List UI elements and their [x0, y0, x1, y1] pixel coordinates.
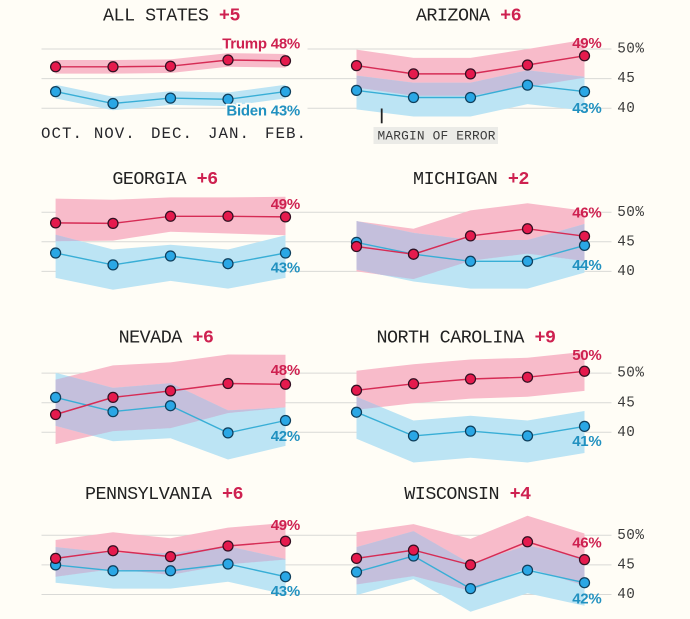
svg-text:43%: 43%: [271, 260, 300, 277]
svg-text:45: 45: [617, 71, 635, 87]
svg-text:46%: 46%: [572, 535, 601, 552]
svg-text:48%: 48%: [271, 362, 300, 379]
svg-text:43%: 43%: [271, 583, 300, 600]
svg-text:45: 45: [617, 558, 635, 574]
svg-text:Biden 43%: Biden 43%: [226, 103, 300, 120]
svg-text:DEC.: DEC.: [151, 125, 193, 143]
svg-text:NOV.: NOV.: [94, 125, 136, 143]
svg-text:50%: 50%: [572, 347, 601, 364]
svg-text:MARGIN OF ERROR: MARGIN OF ERROR: [378, 129, 496, 144]
svg-text:44%: 44%: [572, 257, 601, 274]
svg-text:NEVADA +6: NEVADA +6: [119, 328, 214, 349]
svg-text:49%: 49%: [271, 196, 300, 213]
svg-text:50%: 50%: [617, 366, 644, 382]
svg-text:45: 45: [617, 395, 635, 411]
svg-text:43%: 43%: [572, 100, 601, 117]
svg-text:40: 40: [617, 264, 635, 280]
svg-text:40: 40: [617, 101, 635, 117]
svg-text:ARIZONA +6: ARIZONA +6: [416, 6, 522, 27]
svg-text:NORTH CAROLINA +9: NORTH CAROLINA +9: [376, 328, 555, 349]
svg-text:45: 45: [617, 234, 635, 250]
svg-text:40: 40: [617, 587, 635, 603]
svg-text:50%: 50%: [617, 205, 644, 221]
svg-text:42%: 42%: [572, 591, 601, 608]
svg-text:50%: 50%: [617, 528, 644, 544]
svg-text:JAN.: JAN.: [208, 125, 250, 143]
svg-text:49%: 49%: [572, 35, 601, 52]
svg-text:50%: 50%: [617, 42, 644, 58]
svg-text:OCT.: OCT.: [41, 125, 83, 143]
svg-text:PENNSYLVANIA +6: PENNSYLVANIA +6: [85, 484, 244, 505]
svg-text:MICHIGAN +2: MICHIGAN +2: [413, 169, 529, 190]
svg-text:Trump 48%: Trump 48%: [222, 36, 300, 53]
svg-text:ALL STATES +5: ALL STATES +5: [103, 6, 240, 27]
svg-text:WISCONSIN +4: WISCONSIN +4: [404, 484, 531, 505]
svg-text:46%: 46%: [572, 205, 601, 222]
svg-text:GEORGIA +6: GEORGIA +6: [112, 169, 218, 190]
svg-text:41%: 41%: [572, 433, 601, 450]
svg-text:FEB.: FEB.: [265, 125, 307, 143]
svg-text:40: 40: [617, 425, 635, 441]
svg-text:42%: 42%: [271, 428, 300, 445]
svg-text:49%: 49%: [271, 517, 300, 534]
